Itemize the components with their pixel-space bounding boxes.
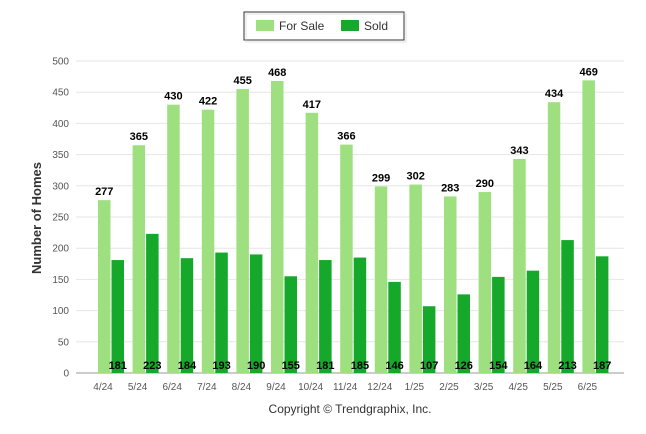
bar-sold [353,257,367,373]
data-label-sold: 181 [109,360,127,372]
data-label-for-sale: 365 [130,131,148,143]
data-label-sold: 213 [558,360,576,372]
bar-for-sale [444,196,457,373]
data-label-for-sale: 277 [95,186,113,198]
bar-for-sale [582,80,595,374]
bar-for-sale [409,184,422,373]
bar-for-sale [132,145,146,373]
bar-sold [215,252,228,373]
bar-for-sale [98,200,111,373]
bar-sold [249,254,263,373]
bar-sold [388,281,401,373]
bar-for-sale [513,158,526,373]
x-tick-label: 5/24 [128,382,148,393]
bar-for-sale [374,186,388,373]
data-label-sold: 126 [455,360,473,372]
y-tick-label: 300 [52,181,69,192]
y-tick-label: 200 [52,244,69,255]
y-tick-label: 0 [63,369,69,380]
x-tick-label: 5/25 [543,382,563,393]
x-tick-label: 9/24 [266,382,286,393]
data-label-for-sale: 468 [268,67,286,79]
y-tick-label: 350 [52,150,69,161]
bar-for-sale [305,112,319,374]
bar-for-sale [547,102,561,374]
bar-sold [284,276,297,373]
x-tick-label: 6/24 [162,382,182,393]
data-label-for-sale: 290 [476,178,494,190]
bar-for-sale [271,80,284,373]
data-label-for-sale: 299 [372,172,390,184]
data-label-sold: 185 [351,360,369,372]
x-tick-label: 7/24 [197,382,217,393]
x-tick-label: 4/25 [508,382,528,393]
x-tick-label: 4/24 [93,382,113,393]
data-label-sold: 181 [316,360,334,372]
y-tick-label: 250 [52,213,69,224]
data-label-sold: 146 [385,360,403,372]
bar-for-sale [236,89,249,373]
bar-for-sale [340,144,353,373]
y-tick-label: 150 [52,275,69,286]
data-labels: 277 181 365 223 430 184 422 193 455 190 468 155 417 1… [95,66,611,372]
x-tick-label: 12/24 [367,382,392,393]
data-label-for-sale: 283 [441,182,459,194]
legend-swatch [256,20,274,31]
legend-label: For Sale [279,19,325,33]
data-label-for-sale: 417 [303,99,321,111]
data-label-sold: 184 [178,360,197,372]
x-tick-label: 2/25 [439,382,459,393]
bar-sold [180,258,194,373]
bar-sold [526,270,540,373]
data-label-sold: 223 [143,360,161,372]
y-tick-label: 50 [58,337,70,348]
data-label-sold: 155 [282,360,300,372]
data-label-for-sale: 302 [406,171,424,183]
data-label-sold: 193 [212,360,230,372]
bar-sold [422,306,436,373]
bar-sold [319,260,332,373]
bar-sold [595,256,609,373]
x-tick-label: 6/25 [578,382,598,393]
data-label-for-sale: 455 [233,75,251,87]
bar-sold [146,233,159,373]
y-tick-label: 400 [52,119,69,130]
legend-label: Sold [364,19,388,33]
x-tick-label: 3/25 [474,382,494,393]
data-label-for-sale: 434 [545,88,564,100]
x-tick-label: 11/24 [333,382,358,393]
data-label-for-sale: 366 [337,131,355,143]
bar-sold [492,276,505,373]
y-axis-label: Number of Homes [29,162,44,274]
data-label-for-sale: 430 [164,91,182,103]
data-label-sold: 107 [420,360,438,372]
legend: For Sale Sold [243,11,407,43]
bars [98,80,609,374]
bar-for-sale [478,192,492,373]
data-label-for-sale: 422 [199,96,217,108]
bar-sold [457,294,470,373]
bar-for-sale [201,109,215,373]
y-tick-label: 450 [52,88,69,99]
bar-sold [561,240,574,373]
x-tick-label: 1/25 [405,382,425,393]
data-label-for-sale: 469 [579,66,597,78]
data-label-sold: 187 [593,360,611,372]
data-label-for-sale: 343 [510,145,528,157]
bar-sold [111,260,124,373]
copyright-text: Copyright © Trendgraphix, Inc. [269,402,432,416]
bar-for-sale [167,104,180,374]
x-tick-label: 10/24 [298,382,323,393]
y-tick-label: 500 [52,57,69,68]
data-label-sold: 164 [524,360,543,372]
data-label-sold: 190 [247,360,265,372]
x-tick-label: 8/24 [232,382,252,393]
data-label-sold: 154 [489,360,508,372]
y-tick-label: 100 [52,306,69,317]
legend-swatch [341,20,359,31]
